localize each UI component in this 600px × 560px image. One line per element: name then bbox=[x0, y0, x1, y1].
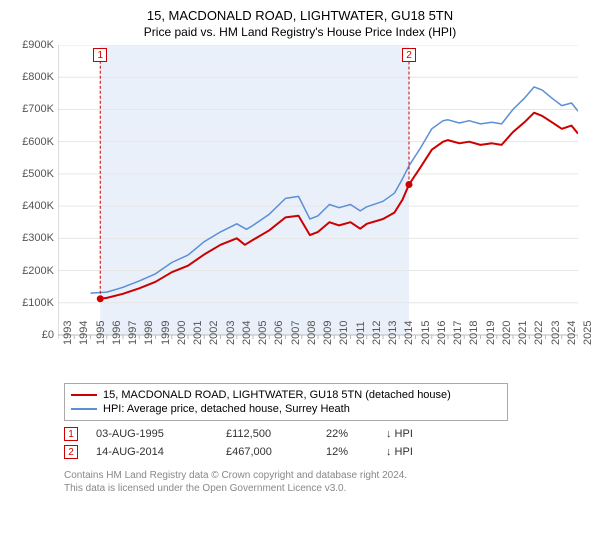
x-axis-label: 1998 bbox=[143, 321, 155, 345]
chart-container: 15, MACDONALD ROAD, LIGHTWATER, GU18 5TN… bbox=[0, 0, 600, 499]
x-axis-label: 2001 bbox=[192, 321, 204, 345]
legend-swatch bbox=[71, 394, 97, 396]
transaction-marker: 2 bbox=[64, 445, 78, 459]
chart-marker: 1 bbox=[93, 48, 107, 62]
x-axis-label: 2011 bbox=[355, 321, 367, 345]
transactions-list: 1 03-AUG-1995£112,50022%↓ HPI 2 14-AUG-2014… bbox=[10, 427, 590, 459]
x-axis-label: 2007 bbox=[290, 321, 302, 345]
y-axis-label: £0 bbox=[42, 329, 54, 341]
chart-subtitle: Price paid vs. HM Land Registry's House … bbox=[10, 25, 590, 39]
x-axis-label: 2000 bbox=[176, 321, 188, 345]
x-axis-label: 1995 bbox=[95, 321, 107, 345]
x-axis-label: 2021 bbox=[517, 321, 529, 345]
y-axis-label: £300K bbox=[22, 232, 54, 244]
x-axis-label: 2013 bbox=[387, 321, 399, 345]
transaction-date: 03-AUG-1995 bbox=[96, 428, 226, 440]
legend-swatch bbox=[71, 408, 97, 410]
x-axis-label: 2024 bbox=[566, 321, 578, 345]
legend-box: 15, MACDONALD ROAD, LIGHTWATER, GU18 5TN… bbox=[64, 383, 508, 421]
transaction-dir: ↓ HPI bbox=[386, 446, 413, 458]
y-axis-label: £500K bbox=[22, 168, 54, 180]
y-axis-label: £100K bbox=[22, 297, 54, 309]
legend-item: HPI: Average price, detached house, Surr… bbox=[71, 402, 501, 416]
y-axis-label: £400K bbox=[22, 200, 54, 212]
x-axis-label: 2020 bbox=[501, 321, 513, 345]
x-axis-label: 2005 bbox=[257, 321, 269, 345]
footer-line: This data is licensed under the Open Gov… bbox=[64, 482, 590, 495]
y-axis-label: £200K bbox=[22, 265, 54, 277]
x-axis-label: 2025 bbox=[582, 321, 594, 345]
x-axis-label: 2023 bbox=[550, 321, 562, 345]
y-axis-label: £800K bbox=[22, 71, 54, 83]
x-axis-label: 1993 bbox=[62, 321, 74, 345]
transaction-price: £112,500 bbox=[226, 428, 326, 440]
x-axis-label: 2018 bbox=[468, 321, 480, 345]
x-axis-label: 2012 bbox=[371, 321, 383, 345]
chart-plot-area: £0 £100K £200K £300K £400K £500K £600K £700K £80… bbox=[10, 45, 590, 375]
chart-svg bbox=[58, 45, 578, 345]
x-axis-label: 2019 bbox=[485, 321, 497, 345]
x-axis-label: 2017 bbox=[452, 321, 464, 345]
y-axis-label: £900K bbox=[22, 39, 54, 51]
x-axis-label: 2004 bbox=[241, 321, 253, 345]
x-axis-label: 2015 bbox=[420, 321, 432, 345]
x-axis-label: 1994 bbox=[78, 321, 90, 345]
transaction-price: £467,000 bbox=[226, 446, 326, 458]
chart-marker: 2 bbox=[402, 48, 416, 62]
legend-label: 15, MACDONALD ROAD, LIGHTWATER, GU18 5TN… bbox=[103, 389, 451, 401]
transaction-row: 2 14-AUG-2014£467,00012%↓ HPI bbox=[64, 445, 590, 459]
x-axis-label: 2022 bbox=[533, 321, 545, 345]
transaction-pct: 22% bbox=[326, 428, 386, 440]
transaction-date: 14-AUG-2014 bbox=[96, 446, 226, 458]
x-axis-label: 2010 bbox=[338, 321, 350, 345]
x-axis-label: 1999 bbox=[160, 321, 172, 345]
footer-text: Contains HM Land Registry data © Crown c… bbox=[64, 469, 590, 495]
legend-label: HPI: Average price, detached house, Surr… bbox=[103, 403, 350, 415]
transaction-pct: 12% bbox=[326, 446, 386, 458]
chart-title: 15, MACDONALD ROAD, LIGHTWATER, GU18 5TN bbox=[10, 8, 590, 23]
x-axis-label: 2008 bbox=[306, 321, 318, 345]
legend-item: 15, MACDONALD ROAD, LIGHTWATER, GU18 5TN… bbox=[71, 388, 501, 402]
x-axis-label: 2014 bbox=[403, 321, 415, 345]
x-axis-label: 2016 bbox=[436, 321, 448, 345]
y-axis-label: £700K bbox=[22, 103, 54, 115]
transaction-row: 1 03-AUG-1995£112,50022%↓ HPI bbox=[64, 427, 590, 441]
transaction-dir: ↓ HPI bbox=[386, 428, 413, 440]
x-axis-label: 1997 bbox=[127, 321, 139, 345]
x-axis-label: 1996 bbox=[111, 321, 123, 345]
transaction-marker: 1 bbox=[64, 427, 78, 441]
x-axis-label: 2006 bbox=[273, 321, 285, 345]
footer-line: Contains HM Land Registry data © Crown c… bbox=[64, 469, 590, 482]
x-axis-label: 2002 bbox=[208, 321, 220, 345]
x-axis-label: 2009 bbox=[322, 321, 334, 345]
x-axis-label: 2003 bbox=[225, 321, 237, 345]
y-axis-label: £600K bbox=[22, 136, 54, 148]
